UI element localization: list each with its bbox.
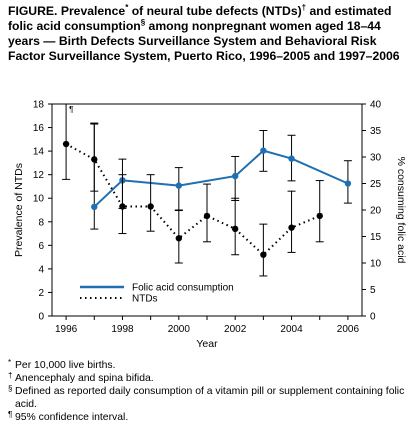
title-lead: FIGURE. Prevalence: [8, 4, 126, 18]
series-line: [93, 149, 349, 208]
legend-label-ntds: NTDs: [132, 294, 158, 305]
data-point: [288, 155, 295, 162]
footnote-text: Anencephaly and spina bifida.: [15, 373, 154, 384]
series-line: [65, 143, 321, 257]
y-right-tick-label: 40: [370, 100, 382, 111]
data-point: [260, 251, 267, 258]
title-part: among nonpregnant women aged 18–44 years…: [8, 19, 400, 63]
footnote-text: Defined as reported daily consumption of…: [15, 386, 405, 410]
footnotes: * Per 10,000 live births. † Anencephaly an…: [8, 358, 412, 424]
data-point: [175, 182, 183, 189]
x-tick-label: 1996: [55, 324, 78, 335]
y-right-tick-label: 20: [370, 206, 382, 217]
x-tick-label: 2000: [168, 324, 191, 335]
data-point: [62, 140, 70, 148]
data-point: [175, 235, 183, 242]
footnote: † Anencephaly and spina bifida.: [8, 371, 412, 385]
data-point: [119, 203, 126, 210]
y-left-tick-label: 10: [33, 194, 45, 205]
data-point: [147, 203, 154, 210]
title-footnote-mark: §: [140, 17, 146, 27]
y-right-tick-label: 25: [370, 179, 382, 190]
y-left-tick-label: 0: [38, 312, 44, 323]
data-point: [91, 203, 98, 211]
data-point: [231, 172, 239, 180]
y-left-tick-label: 12: [33, 170, 45, 181]
y-left-tick-label: 4: [38, 264, 44, 275]
y-right-tick-label: 0: [370, 312, 376, 323]
title-footnote-mark: *: [125, 2, 129, 12]
y-right-tick-label: 30: [370, 153, 382, 164]
ci-footnote-marker: ¶: [69, 105, 73, 114]
footnote-text: 95% confidence interval.: [15, 412, 129, 423]
footnote-mark: §: [8, 384, 13, 393]
x-tick-label: 1998: [111, 324, 134, 335]
title-part: of neural tube defects (NTDs): [128, 4, 302, 18]
title-part: and estimated folic acid consumption: [8, 4, 392, 33]
footnote: ¶ 95% confidence interval.: [8, 410, 412, 424]
footnote-text: Per 10,000 live births.: [15, 360, 116, 371]
y-left-tick-label: 16: [33, 123, 45, 134]
y-left-tick-label: 18: [33, 100, 45, 111]
y-left-axis-label: Prevalence of NTDs: [13, 163, 25, 257]
title-footnote-mark: †: [301, 2, 307, 12]
footnote: § Defined as reported daily consumption o…: [8, 384, 412, 411]
y-right-tick-label: 15: [370, 232, 382, 243]
legend-label-folic: Folic acid consumption: [132, 283, 234, 294]
y-right-axis-label: % consuming folic acid: [395, 157, 407, 264]
x-tick-label: 2006: [337, 324, 360, 335]
x-tick-label: 2002: [224, 324, 247, 335]
data-point: [316, 212, 323, 220]
y-left-tick-label: 6: [38, 241, 44, 252]
data-point: [344, 180, 352, 187]
data-point: [231, 225, 239, 233]
y-left-tick-label: 8: [38, 217, 44, 228]
y-left-tick-label: 2: [38, 288, 44, 299]
y-left-tick-label: 14: [33, 147, 45, 158]
footnote: * Per 10,000 live births.: [8, 358, 412, 372]
footnote-mark: ¶: [8, 410, 13, 419]
y-right-tick-label: 10: [370, 259, 382, 270]
footnote-mark: *: [8, 358, 12, 367]
data-point: [260, 147, 267, 154]
data-point: [288, 224, 295, 231]
figure-title: FIGURE. Prevalence* of neural tube defec…: [8, 2, 412, 64]
y-right-tick-label: 35: [370, 126, 382, 137]
y-right-tick-label: 5: [370, 285, 376, 296]
x-axis-label: Year: [196, 338, 218, 350]
x-tick-label: 2004: [280, 324, 303, 335]
footnote-mark: †: [8, 371, 13, 380]
chart-area: 0 2 4 6 8 10 12 14 16 18 0 5 10 15 20 25 30 35 40 1996 1998 2…: [13, 100, 407, 351]
data-point: [203, 212, 211, 220]
data-point: [91, 156, 98, 163]
